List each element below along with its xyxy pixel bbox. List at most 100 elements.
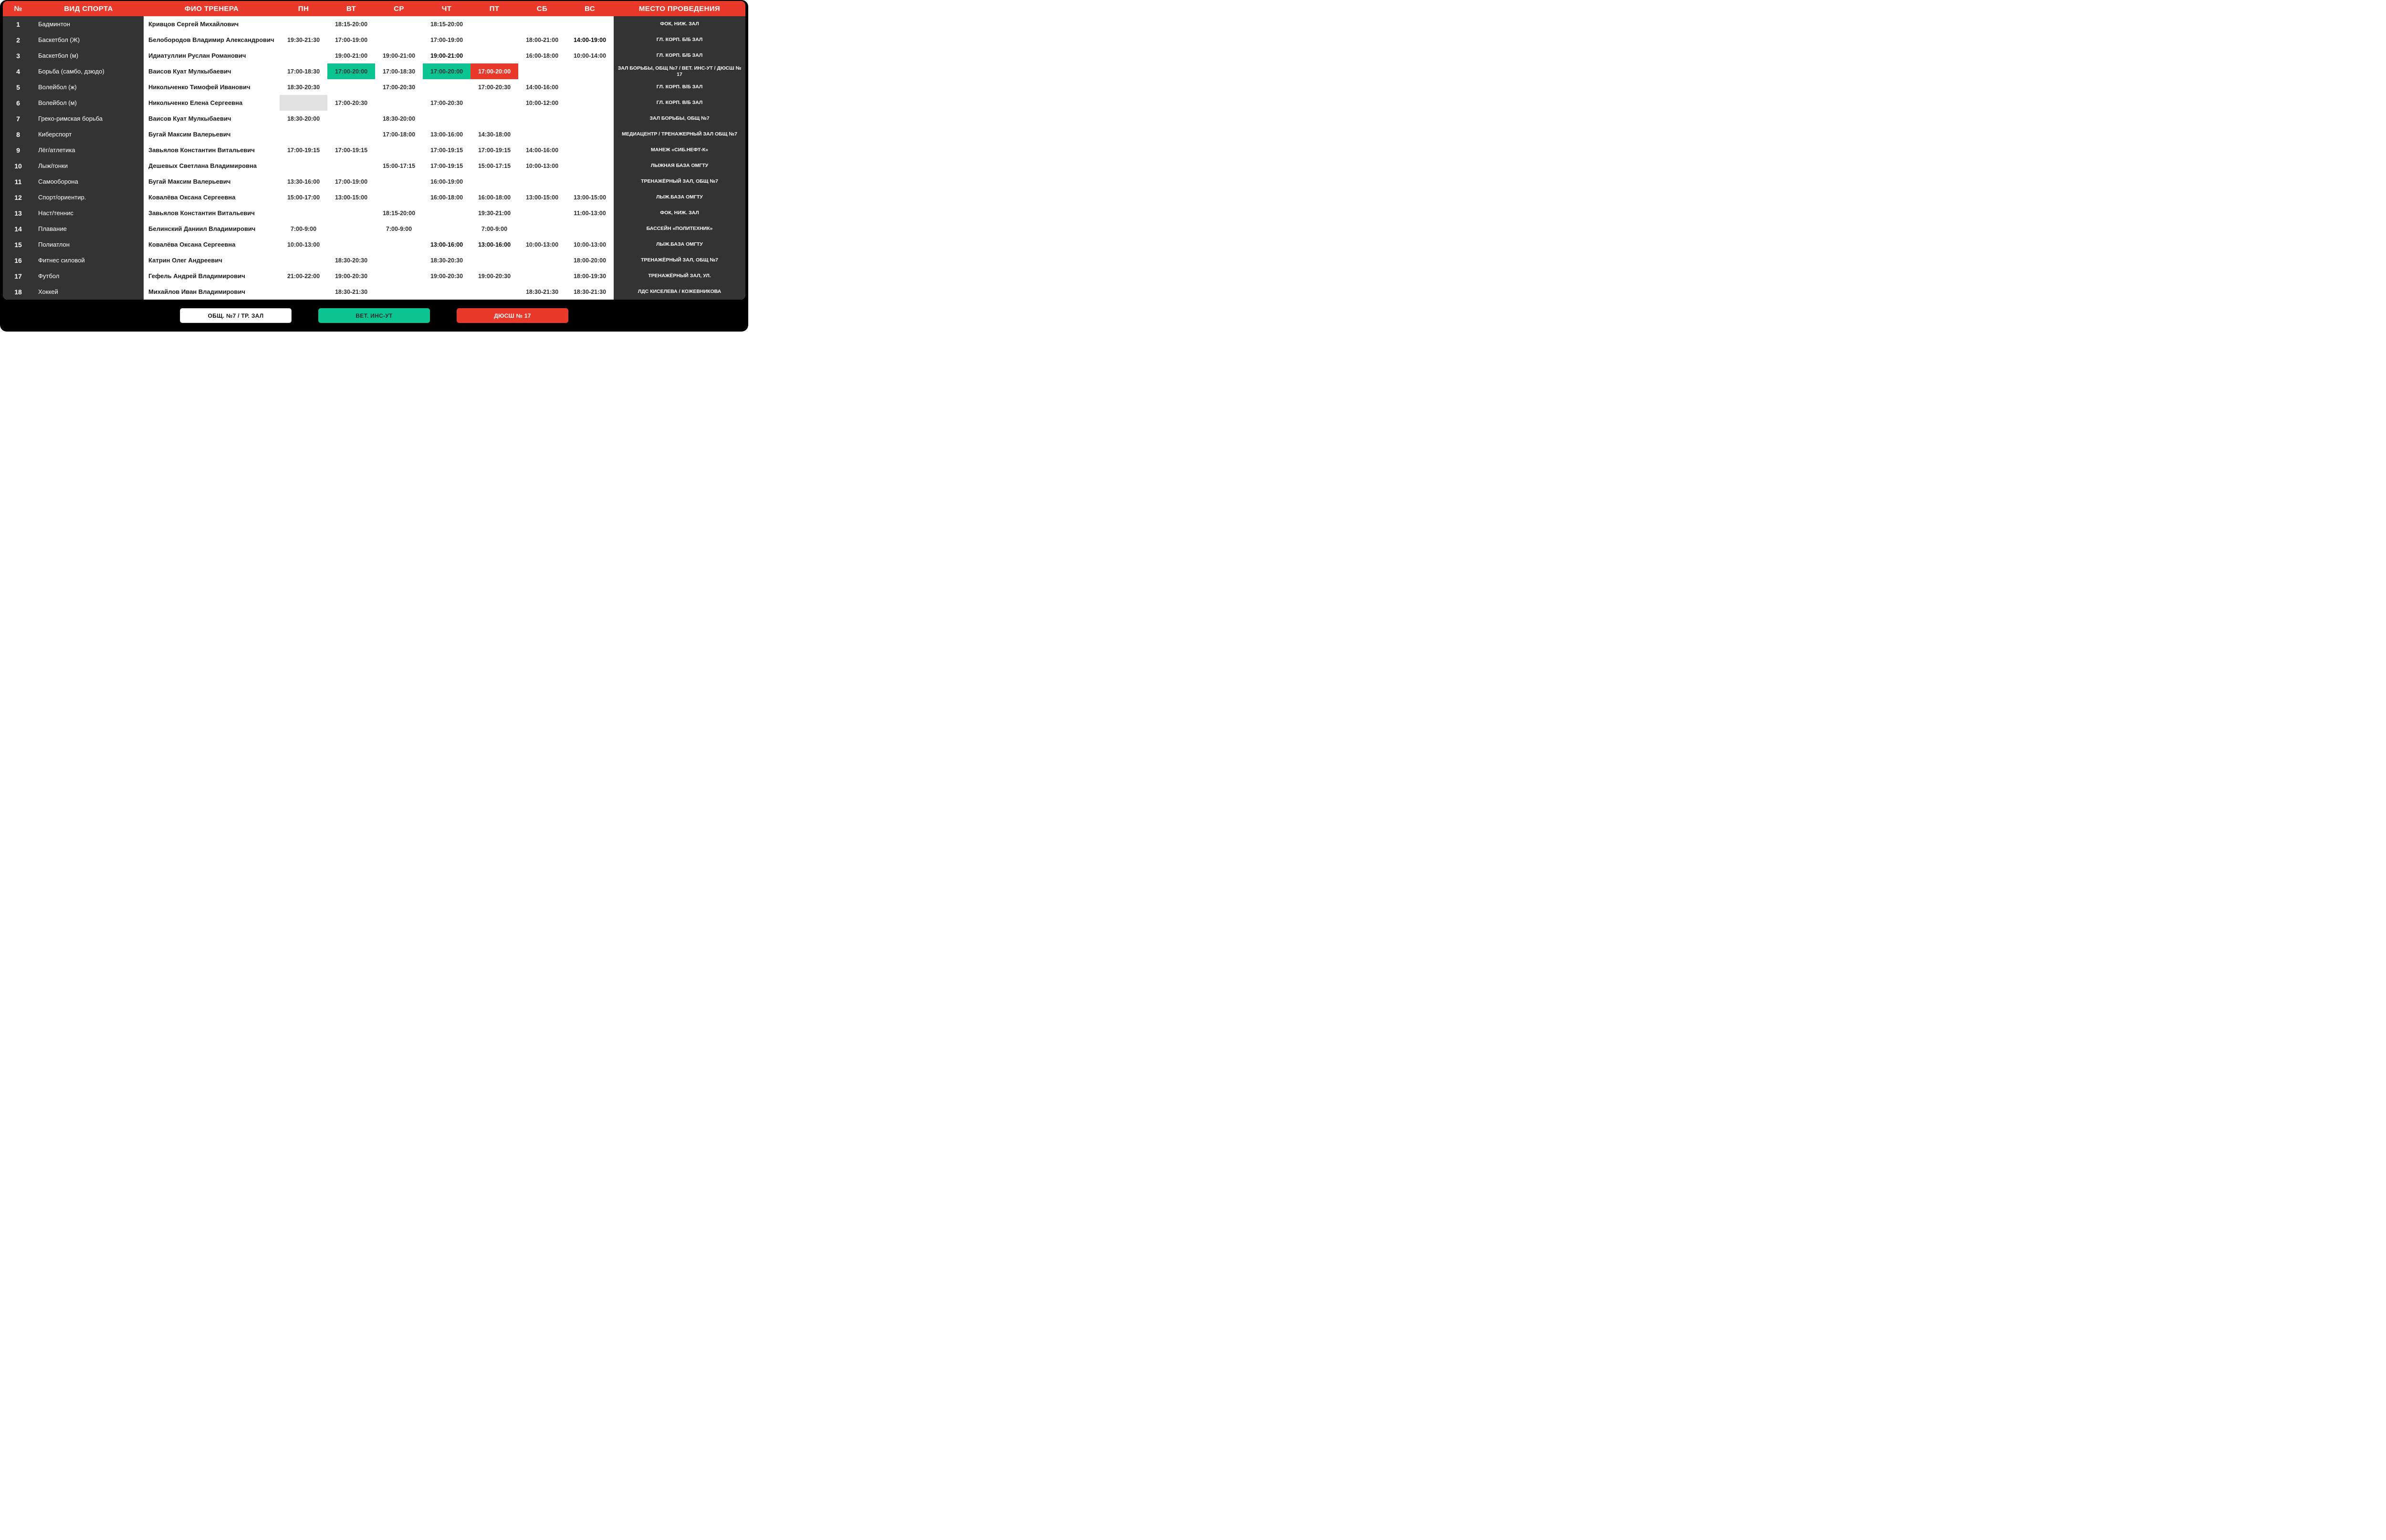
legend-button-dorm7-gym[interactable]: ОБЩ. №7 / ТР. ЗАЛ [180,308,292,323]
day-cell-fri: 15:00-17:15 [471,158,518,174]
table-row: 13 Наст/теннис Завьялов Константин Витал… [3,205,745,221]
day-cell-tue: 17:00-20:00 [327,63,375,79]
row-number: 13 [3,205,33,221]
venue-cell: ФОК, НИЖ. ЗАЛ [614,205,745,221]
day-cell-fri: 17:00-20:30 [471,79,518,95]
venue-cell: ГЛ. КОРП. Б/Б ЗАЛ [614,32,745,48]
day-cell-mon: 13:30-16:00 [280,174,327,189]
table-row: 4 Борьба (самбо, дзюдо) Ваисов Куат Мулк… [3,63,745,79]
day-cell-wed: 7:00-9:00 [375,221,423,237]
day-cell-sat [518,252,566,268]
trainer-name: Ковалёва Оксана Сергеевна [144,189,280,205]
sport-name: Лёг/атлетика [33,142,144,158]
day-cell-sat [518,174,566,189]
trainer-name: Ковалёва Оксана Сергеевна [144,237,280,252]
header-day-fri: ПТ [489,4,500,13]
day-cell-sat: 18:30-21:30 [518,284,566,300]
sport-name: Хоккей [33,284,144,300]
day-cell-mon [280,252,327,268]
day-cell-mon: 19:30-21:30 [280,32,327,48]
day-cell-mon [280,284,327,300]
table-header-row: № ВИД СПОРТА ФИО ТРЕНЕРА ПН ВТ СР ЧТ ПТ … [3,1,745,16]
day-cell-fri [471,284,518,300]
row-number: 18 [3,284,33,300]
day-cell-sat [518,63,566,79]
day-cell-thu [423,284,471,300]
day-cell-sat: 13:00-15:00 [518,189,566,205]
table-row: 14 Плавание Белинский Даниил Владимирови… [3,221,745,237]
day-cell-fri: 19:00-20:30 [471,268,518,284]
table-row: 5 Волейбол (ж) Никольченко Тимофей Ивано… [3,79,745,95]
venue-cell: ТРЕНАЖЁРНЫЙ ЗАЛ, ОБЩ №7 [614,174,745,189]
day-cell-fri [471,95,518,111]
header-day-thu: ЧТ [441,4,452,13]
venue-cell: ФОК, НИЖ. ЗАЛ [614,16,745,32]
sport-name: Плавание [33,221,144,237]
row-number: 2 [3,32,33,48]
day-cell-mon [280,16,327,32]
day-cell-wed [375,16,423,32]
day-cell-fri [471,16,518,32]
day-cell-thu: 17:00-19:15 [423,158,471,174]
day-cell-sun [566,142,614,158]
day-cell-tue: 13:00-15:00 [327,189,375,205]
day-cell-tue [327,111,375,126]
trainer-name: Бугай Максим Валерьевич [144,126,280,142]
header-day-sun: ВС [585,4,595,13]
table-body: 1 Бадминтон Кривцов Сергей Михайлович 18… [3,16,745,300]
schedule-table: № ВИД СПОРТА ФИО ТРЕНЕРА ПН ВТ СР ЧТ ПТ … [3,1,745,300]
table-row: 11 Самооборона Бугай Максим Валерьевич 1… [3,174,745,189]
day-cell-sun [566,95,614,111]
day-cell-thu: 13:00-16:00 [423,237,471,252]
sport-name: Баскетбол (м) [33,48,144,63]
venue-cell: ГЛ. КОРП. В/Б ЗАЛ [614,95,745,111]
day-cell-thu: 18:30-20:30 [423,252,471,268]
day-cell-sun: 18:00-20:00 [566,252,614,268]
day-cell-mon: 18:30-20:30 [280,79,327,95]
header-day-mon: ПН [298,4,309,13]
day-cell-mon: 10:00-13:00 [280,237,327,252]
legend-bar: ОБЩ. №7 / ТР. ЗАЛ ВЕТ. ИНС-УТ ДЮСШ № 17 [0,300,748,332]
row-number: 14 [3,221,33,237]
day-cell-mon: 15:00-17:00 [280,189,327,205]
day-cell-wed [375,142,423,158]
day-cell-mon: 7:00-9:00 [280,221,327,237]
day-cell-thu [423,221,471,237]
day-cell-tue [327,79,375,95]
venue-cell: ЗАЛ БОРЬБЫ, ОБЩ №7 [614,111,745,126]
day-cell-sat: 14:00-16:00 [518,79,566,95]
day-cell-mon: 17:00-18:30 [280,63,327,79]
day-cell-sun: 11:00-13:00 [566,205,614,221]
sport-name: Волейбол (ж) [33,79,144,95]
sport-name: Самооборона [33,174,144,189]
day-cell-fri: 14:30-18:00 [471,126,518,142]
day-cell-sun [566,174,614,189]
day-cell-sat [518,268,566,284]
legend-button-dyussh-17[interactable]: ДЮСШ № 17 [457,308,568,323]
trainer-name: Завьялов Константин Витальевич [144,142,280,158]
day-cell-fri: 17:00-20:00 [471,63,518,79]
table-row: 15 Полиатлон Ковалёва Оксана Сергеевна 1… [3,237,745,252]
table-row: 10 Лыж/гонки Дешевых Светлана Владимиров… [3,158,745,174]
legend-button-vet-inst[interactable]: ВЕТ. ИНС-УТ [318,308,430,323]
venue-cell: ТРЕНАЖЁРНЫЙ ЗАЛ, ОБЩ №7 [614,252,745,268]
row-number: 5 [3,79,33,95]
day-cell-sat [518,16,566,32]
day-cell-thu: 17:00-19:15 [423,142,471,158]
row-number: 16 [3,252,33,268]
header-sport: ВИД СПОРТА [64,4,113,13]
day-cell-sat [518,126,566,142]
day-cell-wed: 17:00-18:30 [375,63,423,79]
venue-cell: ЛЫЖ.БАЗА ОМГТУ [614,189,745,205]
row-number: 6 [3,95,33,111]
day-cell-wed: 18:15-20:00 [375,205,423,221]
day-cell-wed: 19:00-21:00 [375,48,423,63]
table-row: 9 Лёг/атлетика Завьялов Константин Витал… [3,142,745,158]
sport-name: Наст/теннис [33,205,144,221]
day-cell-wed [375,252,423,268]
row-number: 15 [3,237,33,252]
header-day-wed: СР [394,4,404,13]
venue-cell: МЕДИАЦЕНТР / ТРЕНАЖЕРНЫЙ ЗАЛ ОБЩ №7 [614,126,745,142]
day-cell-thu [423,205,471,221]
trainer-name: Дешевых Светлана Владимировна [144,158,280,174]
